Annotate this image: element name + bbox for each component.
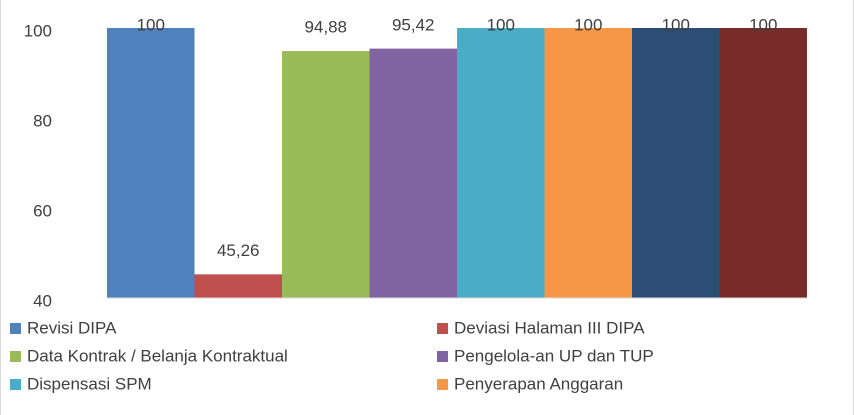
bar xyxy=(632,28,720,298)
bar xyxy=(544,28,632,298)
data-label: 100 xyxy=(137,15,165,34)
legend-swatch xyxy=(10,323,21,334)
bar xyxy=(719,28,807,298)
bar xyxy=(107,28,195,298)
legend-label: Revisi DIPA xyxy=(27,318,117,337)
legend-label: Pengelola-an UP dan TUP xyxy=(454,346,654,365)
data-label: 95,42 xyxy=(392,15,435,34)
y-tick-label: 40 xyxy=(33,291,52,310)
data-label: 100 xyxy=(662,15,690,34)
legend-swatch xyxy=(437,323,448,334)
y-tick-label: 100 xyxy=(24,21,52,40)
legend-swatch xyxy=(10,379,21,390)
legend-swatch xyxy=(10,351,21,362)
data-label: 100 xyxy=(487,15,515,34)
legend-label: Dispensasi SPM xyxy=(27,374,152,393)
data-label: 100 xyxy=(574,15,602,34)
legend-label: Data Kontrak / Belanja Kontraktual xyxy=(27,346,288,365)
legend-swatch xyxy=(437,351,448,362)
legend-swatch xyxy=(437,379,448,390)
data-label: 94,88 xyxy=(304,18,347,37)
legend-label: Penyerapan Anggaran xyxy=(454,374,623,393)
data-label: 100 xyxy=(749,15,777,34)
bar xyxy=(194,274,282,298)
y-tick-label: 80 xyxy=(33,111,52,130)
y-tick-label: 60 xyxy=(33,201,52,220)
bar xyxy=(457,28,545,298)
bar xyxy=(369,48,457,298)
legend-label: Deviasi Halaman III DIPA xyxy=(454,318,645,337)
data-label: 45,26 xyxy=(217,241,260,260)
bar xyxy=(282,51,370,298)
